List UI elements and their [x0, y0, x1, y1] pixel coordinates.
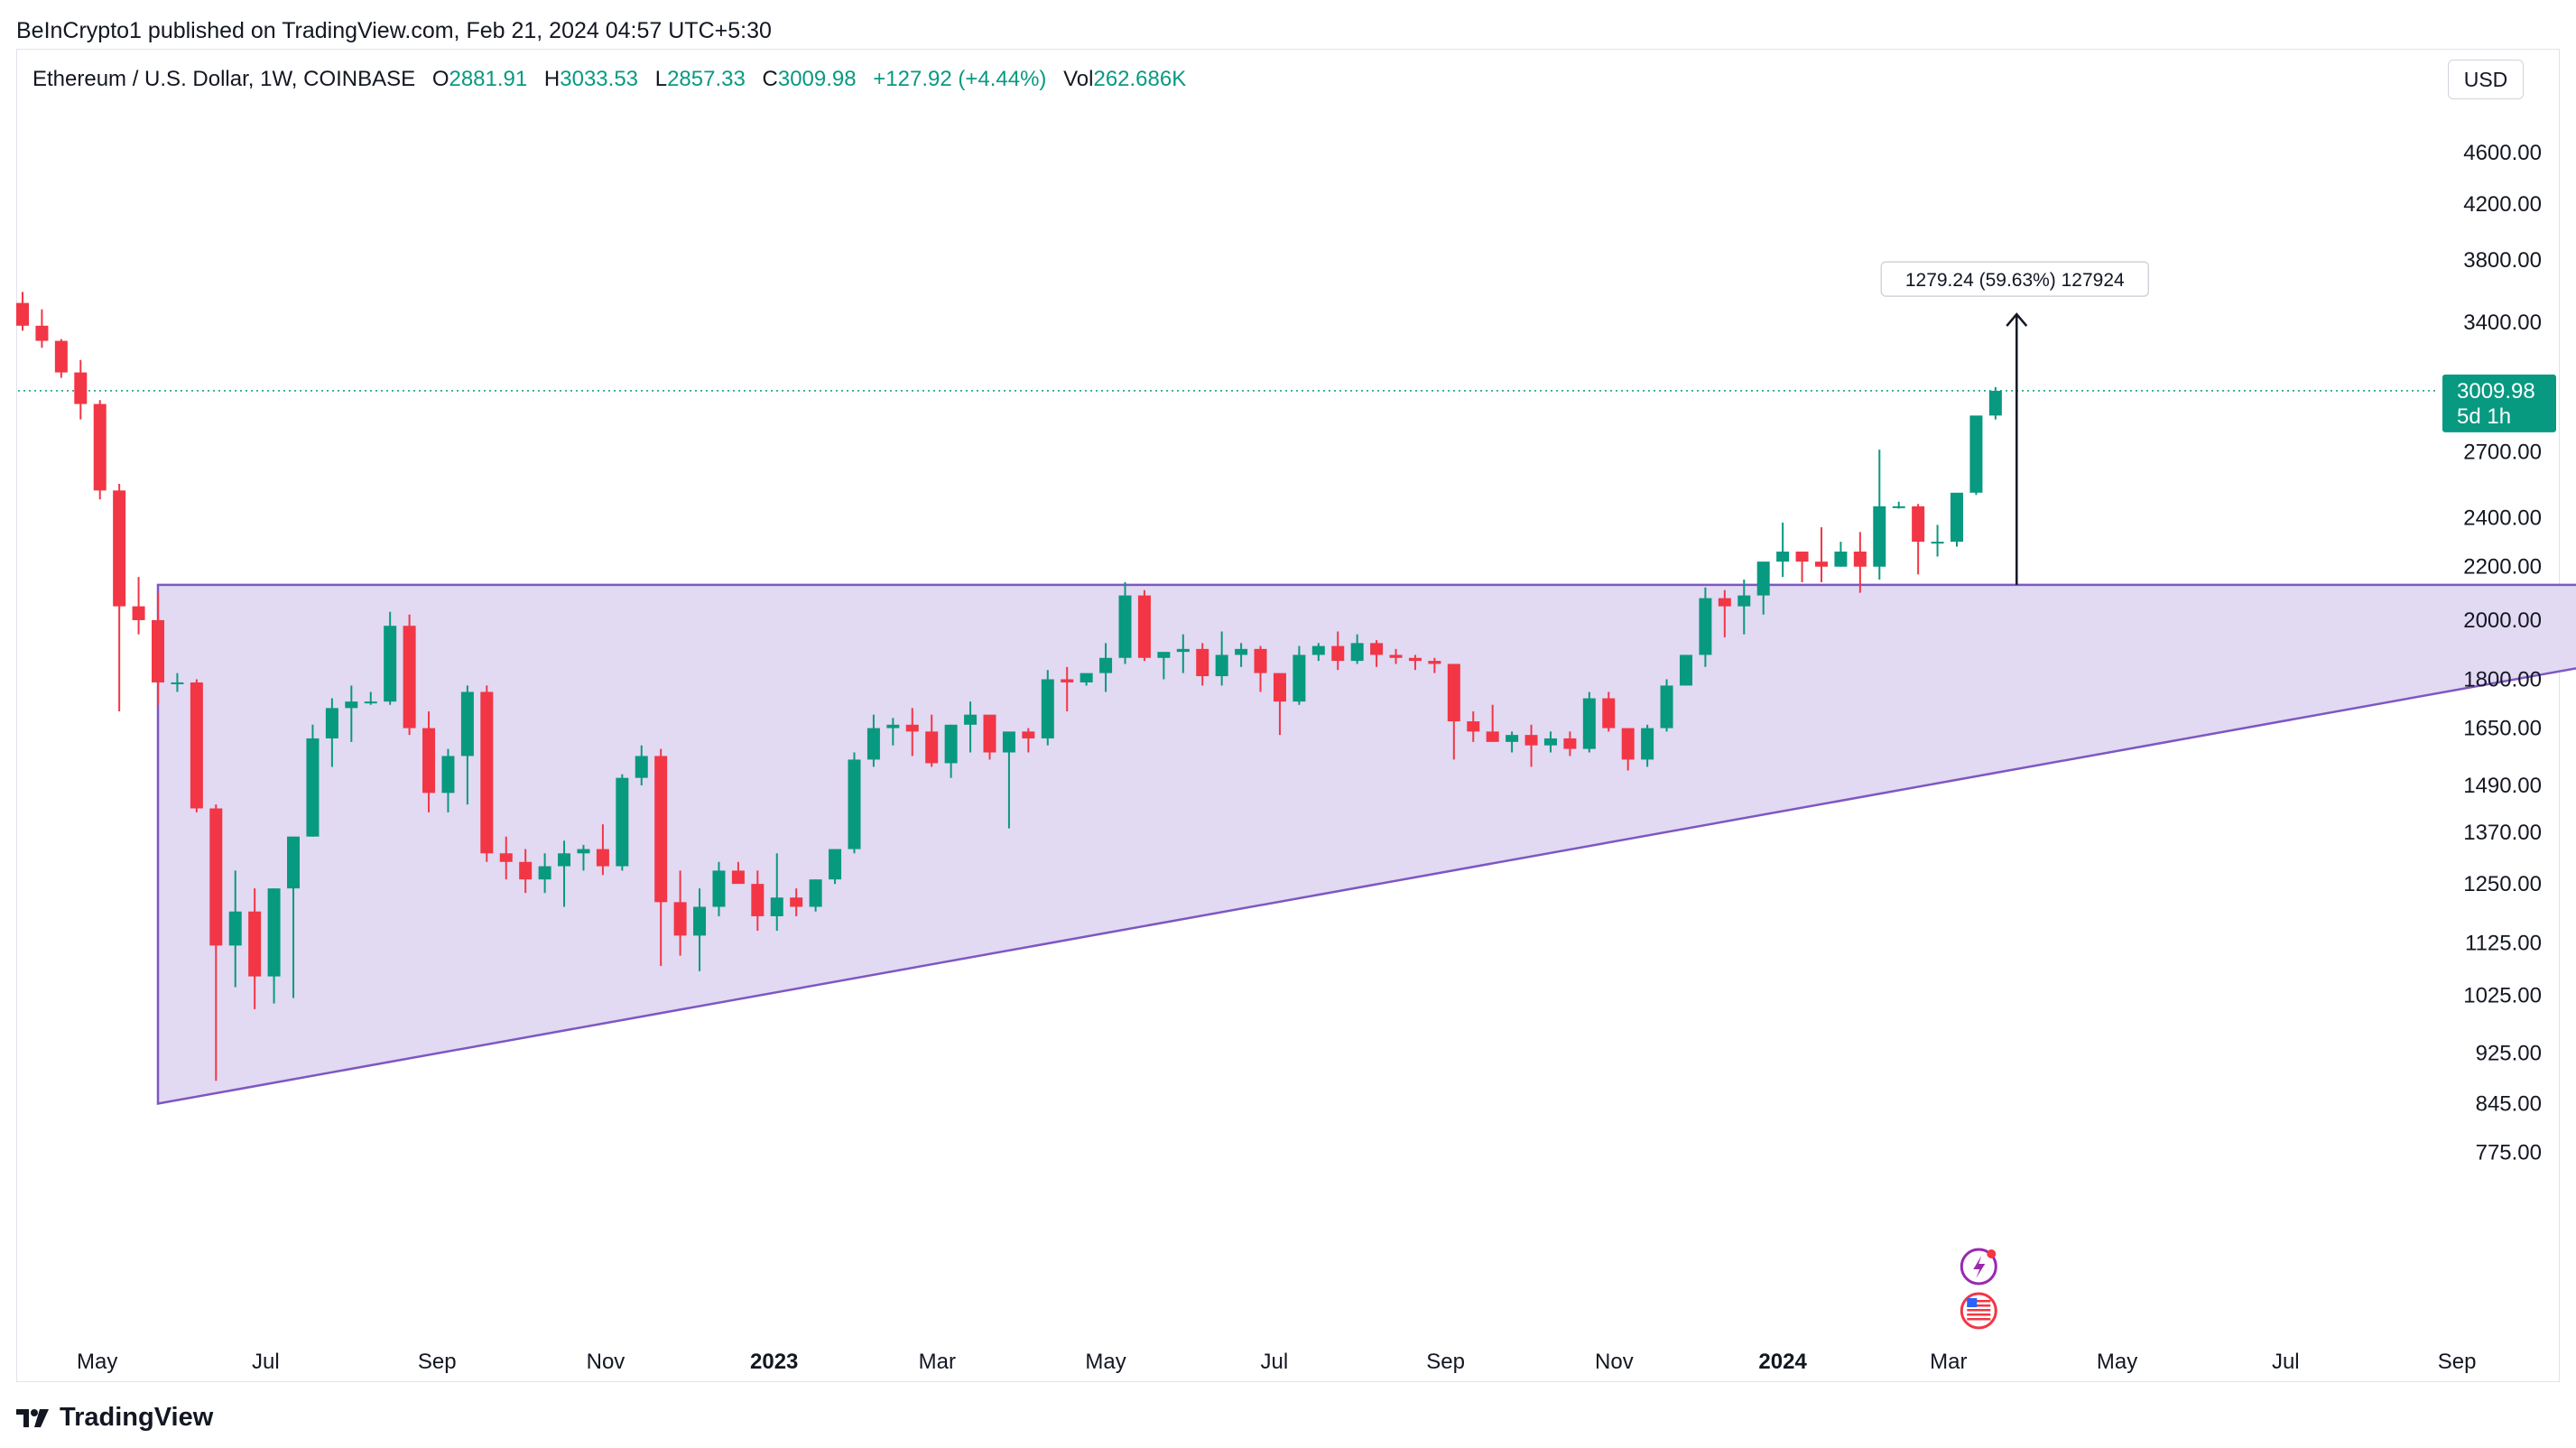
low-label: L	[654, 67, 668, 91]
currency-button[interactable]: USD	[2448, 60, 2524, 99]
symbol-label: Ethereum / U.S. Dollar, 1W, COINBASE	[32, 67, 416, 91]
tradingview-brand: TradingView	[60, 1403, 214, 1432]
chart-frame	[16, 49, 2560, 1382]
tradingview-footer[interactable]: TradingView	[16, 1403, 213, 1433]
tradingview-logo-icon	[16, 1408, 49, 1427]
chart-legend: Ethereum / U.S. Dollar, 1W, COINBASE O28…	[32, 67, 1186, 92]
high-value: 3033.53	[560, 67, 639, 91]
change-value: +127.92 (+4.44%)	[873, 67, 1047, 91]
high-label: H	[543, 67, 561, 91]
volume-value: 262.686K	[1093, 67, 1187, 91]
publish-info: BeInCrypto1 published on TradingView.com…	[16, 18, 772, 43]
open-value: 2881.91	[449, 67, 528, 91]
close-label: C	[762, 67, 778, 91]
volume-label: Vol	[1063, 67, 1094, 91]
low-value: 2857.33	[667, 67, 746, 91]
open-label: O	[431, 67, 449, 91]
close-value: 3009.98	[777, 67, 857, 91]
